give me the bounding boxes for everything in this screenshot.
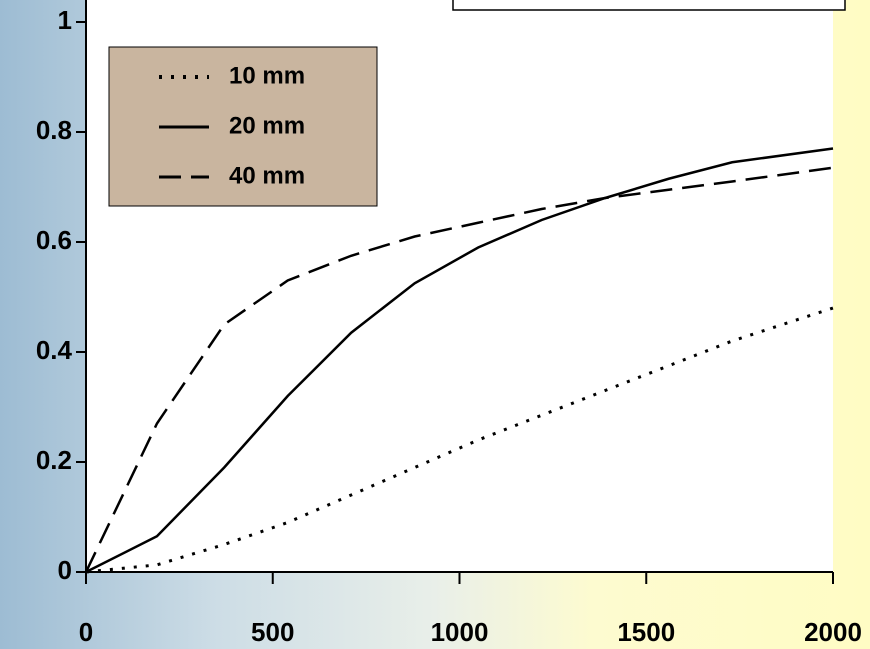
legend-label: 10 mm [229,62,305,89]
chart: 0 0.2 0.4 0.6 0.8 1 0 500 1000 1500 2000 10 mm 20 mm… [0,0,870,649]
legend-label: 40 mm [229,162,305,189]
y-tick-label: 0.6 [36,225,72,255]
x-tick-label: 1000 [431,617,489,647]
y-tick-label: 1 [58,5,72,35]
legend-label: 20 mm [229,112,305,139]
y-tick-label: 0 [58,555,72,585]
x-tick-label: 500 [251,617,294,647]
x-tick-label: 1500 [617,617,675,647]
page: {"chart_data": {"type": "line", "x": [0,… [0,0,870,649]
y-tick-label: 0.8 [36,115,72,145]
y-tick-label: 0.4 [36,335,73,365]
y-tick-label: 0.2 [36,445,72,475]
x-tick-label: 0 [79,617,93,647]
x-tick-label: 2000 [804,617,862,647]
header-box [453,0,845,10]
